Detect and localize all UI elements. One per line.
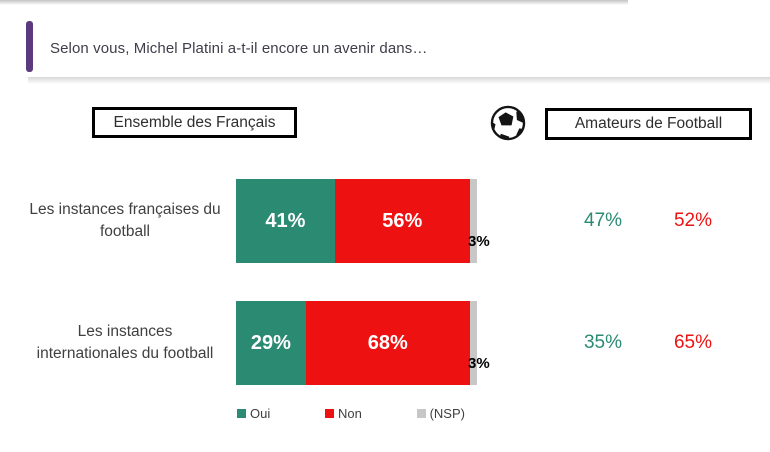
bar-segment-non: 68% (305, 301, 470, 385)
question-title: Selon vous, Michel Platini a-t-il encore… (50, 40, 428, 57)
chart-legend: Oui Non (NSP) (237, 406, 465, 421)
legend-swatch-non (324, 409, 334, 418)
legend-label-nsp: (NSP) (429, 406, 465, 421)
amateurs-non-value: 52% (673, 210, 713, 231)
row-category-label: Les instances internationales du football (36, 323, 214, 362)
legend-item-oui: Oui (237, 406, 270, 421)
legend-label-oui: Oui (250, 406, 271, 421)
top-edge-shadow (0, 0, 628, 5)
amateurs-non-value: 65% (673, 332, 713, 353)
row-category-label: Les instances françaises du football (29, 201, 221, 240)
bar-segment-non: 56% (334, 179, 470, 263)
amateurs-header-box: Amateurs de Football (545, 108, 752, 140)
nsp-value-label: 3% (468, 355, 490, 372)
soccer-ball-icon (490, 105, 526, 141)
title-divider-shadow (28, 77, 770, 84)
amateurs-oui-value: 35% (583, 332, 623, 353)
legend-item-non: Non (324, 406, 362, 421)
stacked-bar: 41% 56% 3% (236, 179, 490, 263)
amateurs-oui-value: 47% (583, 210, 623, 231)
amateurs-header-label: Amateurs de Football (574, 115, 723, 132)
ensemble-header-box: Ensemble des Français (92, 107, 297, 138)
bar-segment-oui: 41% (236, 179, 335, 263)
legend-item-nsp: (NSP) (416, 406, 465, 421)
legend-label-non: Non (337, 406, 362, 421)
legend-swatch-nsp (416, 409, 426, 418)
bar-segment-nsp (469, 179, 477, 263)
bar-segment-nsp (469, 301, 477, 385)
bar-segment-oui: 29% (236, 301, 306, 385)
stacked-bar: 29% 68% 3% (236, 301, 490, 385)
ensemble-header-label: Ensemble des Français (113, 113, 276, 131)
title-accent-bar (26, 21, 33, 72)
nsp-value-label: 3% (468, 233, 490, 250)
legend-swatch-oui (237, 409, 246, 418)
